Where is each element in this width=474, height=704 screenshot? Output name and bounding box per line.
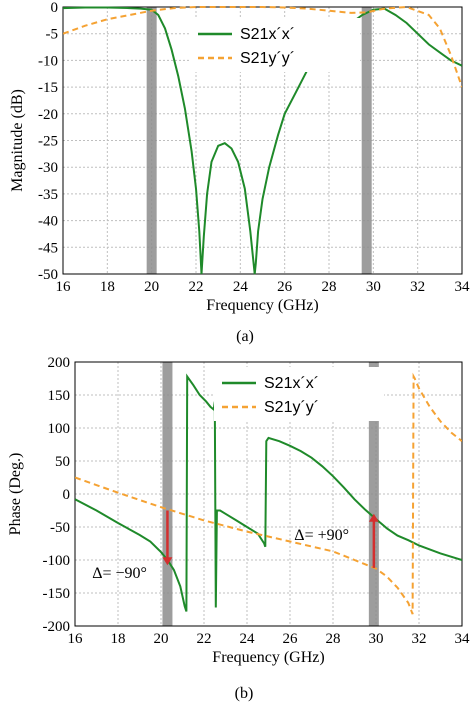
y-tick-label: -15 [38, 80, 58, 96]
y-tick-label: -25 [38, 134, 58, 150]
y-axis-title: Phase (Deg.) [7, 453, 24, 536]
x-tick-label: 20 [144, 279, 159, 295]
x-tick-label: 32 [412, 631, 427, 647]
y-tick-label: -40 [38, 214, 58, 230]
y-tick-label: -100 [43, 553, 71, 569]
y-tick-label: -30 [38, 160, 58, 176]
legend: S21x´x´ S21y´y´ [190, 18, 360, 72]
highlight-band [368, 362, 379, 626]
legend-label: S21y´y´ [240, 50, 295, 67]
phase-chart: 16 18 20 22 24 26 28 30 32 34 200 150 100 50 0 -50 -100 -… [7, 355, 470, 666]
x-tick-label: 22 [197, 631, 212, 647]
legend-background [214, 367, 384, 421]
x-tick-label: 26 [283, 631, 299, 647]
x-tick-label: 18 [111, 631, 126, 647]
y-tick-label: -50 [38, 267, 58, 283]
x-tick-label: 20 [154, 631, 169, 647]
legend-background [190, 18, 360, 72]
delta-annotation: Δ= −90° [92, 565, 147, 582]
y-tick-label: -10 [38, 53, 58, 69]
x-axis-title: Frequency (GHz) [212, 649, 324, 666]
y-tick-label: 100 [48, 421, 71, 437]
legend: S21x´x´ S21y´y´ [214, 367, 384, 421]
x-tick-label: 24 [233, 279, 249, 295]
x-tick-label: 24 [240, 631, 256, 647]
highlight-band [146, 7, 157, 274]
x-tick-label: 30 [366, 279, 381, 295]
series-line-s21xx [63, 6, 462, 275]
panel-b-caption: (b) [235, 685, 254, 702]
x-tick-label: 28 [322, 279, 337, 295]
highlight-band [361, 7, 372, 274]
y-tick-label: -45 [38, 240, 58, 256]
x-axis-title: Frequency (GHz) [206, 297, 318, 314]
x-tick-label: 16 [56, 279, 72, 295]
y-tick-label: -5 [46, 27, 59, 43]
x-tick-label: 30 [369, 631, 384, 647]
x-tick-label: 34 [455, 631, 471, 647]
legend-label: S21x´x´ [240, 26, 295, 43]
highlight-band [162, 362, 173, 626]
y-tick-label: -20 [38, 107, 58, 123]
legend-label: S21x´x´ [264, 375, 319, 392]
series-line-s21xx [75, 373, 462, 612]
y-tick-label: 0 [63, 487, 71, 503]
arrow-head [368, 513, 379, 522]
x-tick-label: 18 [100, 279, 115, 295]
y-tick-label: -35 [38, 187, 58, 203]
x-tick-label: 16 [68, 631, 84, 647]
legend-label: S21y´y´ [264, 399, 319, 416]
y-tick-label: -200 [43, 619, 71, 635]
y-tick-label: 150 [48, 388, 71, 404]
y-tick-label: 0 [51, 0, 59, 16]
delta-annotation: Δ= +90° [294, 527, 349, 544]
y-tick-label: 50 [55, 454, 70, 470]
y-tick-label: -150 [43, 586, 71, 602]
y-axis-title: Magnitude (dB) [9, 89, 26, 192]
y-tick-label: -50 [50, 520, 70, 536]
series-line-s21yy [63, 5, 462, 88]
x-tick-label: 22 [189, 279, 204, 295]
magnitude-chart: 16 18 20 22 24 26 28 30 32 34 0 -5 -10 -15 -20 -25 -30 -3… [9, 0, 470, 314]
x-tick-label: 32 [410, 279, 425, 295]
arrow-head [162, 557, 173, 566]
panel-a-caption: (a) [236, 328, 254, 345]
x-tick-label: 28 [326, 631, 341, 647]
series-line-s21yy [75, 372, 462, 615]
x-tick-label: 26 [277, 279, 293, 295]
x-tick-label: 34 [455, 279, 471, 295]
plot-frame [74, 361, 463, 627]
y-tick-label: 200 [48, 355, 71, 371]
